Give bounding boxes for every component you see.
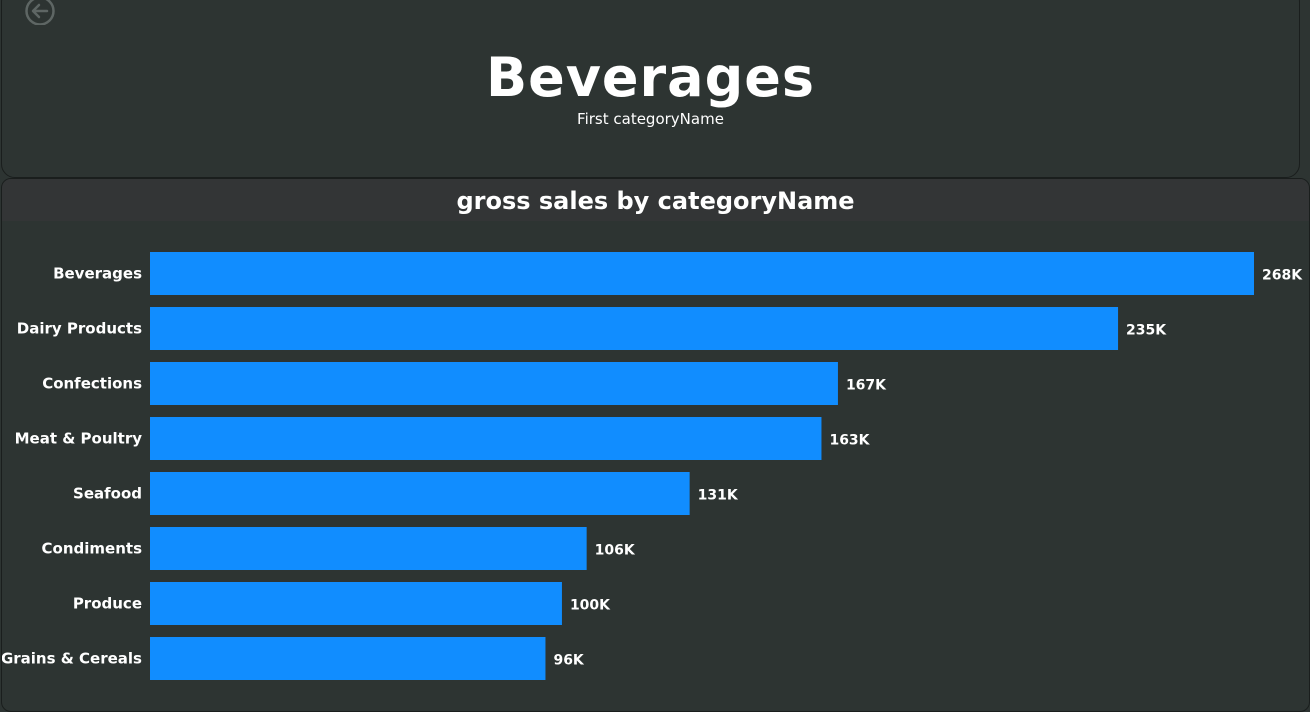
bar[interactable]: [150, 637, 546, 680]
category-label: Seafood: [73, 485, 142, 503]
category-label: Meat & Poultry: [15, 430, 143, 448]
data-label: 131K: [698, 488, 739, 504]
category-label: Produce: [73, 595, 142, 613]
category-label: Dairy Products: [17, 320, 142, 338]
data-label: 163K: [829, 433, 870, 449]
kpi-card: Beverages First categoryName: [1, 0, 1300, 178]
bar[interactable]: [150, 307, 1119, 350]
category-label: Grains & Cereals: [2, 650, 142, 668]
data-label: 96K: [553, 653, 584, 669]
back-arrow-circle-icon: [25, 0, 55, 26]
bar[interactable]: [150, 362, 838, 405]
kpi-label: First categoryName: [577, 110, 724, 128]
bar-chart-card: gross sales by categoryName Beverages 268…: [1, 178, 1310, 712]
data-label: 235K: [1126, 323, 1167, 339]
back-button[interactable]: [24, 0, 56, 26]
category-label: Confections: [42, 375, 142, 393]
kpi-value: Beverages: [485, 46, 816, 109]
data-label: 106K: [595, 543, 636, 559]
bar[interactable]: [150, 527, 587, 570]
chart-header: gross sales by categoryName: [2, 179, 1309, 221]
bar[interactable]: [150, 417, 822, 460]
chart-title: gross sales by categoryName: [456, 187, 855, 215]
category-label: Condiments: [42, 540, 143, 558]
bar[interactable]: [150, 472, 690, 515]
data-label: 268K: [1262, 268, 1303, 284]
bar-chart: Beverages 268K Dairy Products 235K Confectio…: [2, 252, 1303, 680]
bar[interactable]: [150, 252, 1254, 295]
data-label: 167K: [846, 378, 887, 394]
category-label: Beverages: [53, 265, 142, 283]
data-label: 100K: [570, 598, 611, 614]
bar[interactable]: [150, 582, 562, 625]
